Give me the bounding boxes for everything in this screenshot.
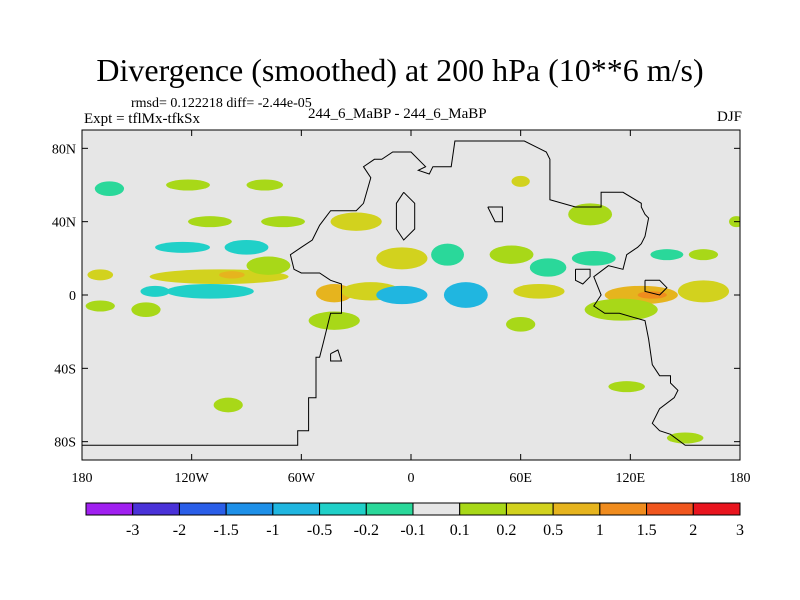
divergence-contour-2 (677, 280, 730, 303)
divergence-contour-12 (155, 241, 210, 253)
divergence-contour-33 (650, 249, 684, 261)
colorbar-label-1: -2 (173, 522, 186, 539)
colorbar-label-6: -0.1 (400, 522, 425, 539)
divergence-contour-31 (568, 203, 613, 226)
colorbar-label-5: -0.2 (354, 522, 379, 539)
divergence-contour-3 (584, 298, 658, 321)
divergence-contour-28 (513, 284, 565, 299)
y-tick-label-0: 80N (52, 142, 76, 157)
divergence-contour-10 (85, 300, 115, 312)
colorbar-swatch-11 (599, 502, 648, 516)
colorbar-swatch-4 (272, 502, 321, 516)
divergence-contour-27 (489, 245, 534, 264)
coastline-island-0 (395, 191, 416, 241)
colorbar-swatch-7 (412, 502, 461, 516)
colorbar-swatch-5 (319, 502, 367, 516)
divergence-contour-5 (219, 271, 245, 279)
coastline-island-2 (575, 268, 591, 285)
colorbar-label-13: 3 (736, 522, 744, 539)
colorbar-label-7: 0.1 (450, 522, 470, 539)
season-label: DJF (716, 109, 742, 125)
coastline-layer (82, 140, 740, 446)
x-tick-label-2: 60W (288, 471, 316, 486)
colorbar-swatch-2 (178, 502, 227, 516)
colorbar-label-11: 1.5 (637, 522, 657, 539)
coastline-main (82, 140, 740, 446)
divergence-contour-14 (188, 216, 232, 228)
divergence-contour-4 (149, 269, 289, 284)
divergence-contour-34 (688, 249, 719, 261)
divergence-contour-15 (261, 216, 305, 228)
colorbar-label-8: 0.2 (496, 522, 516, 539)
coastline-island-4 (644, 279, 668, 296)
divergence-contour-19 (246, 179, 284, 191)
colorbar-label-3: -1 (266, 522, 279, 539)
y-tick-label-3: 40S (54, 362, 76, 377)
divergence-contour-17 (94, 181, 125, 197)
divergence-contour-7 (246, 256, 291, 275)
divergence-contour-24 (376, 247, 428, 270)
x-tick-label-3: 0 (408, 471, 415, 486)
divergence-contour-37 (666, 432, 704, 444)
x-tick-label-4: 60E (509, 471, 532, 486)
divergence-contour-32 (511, 175, 530, 187)
x-tick-label-1: 120W (175, 471, 210, 486)
colorbar-label-12: 2 (689, 522, 697, 539)
y-tick-label-4: 80S (54, 436, 76, 451)
divergence-contour-25 (431, 243, 465, 266)
divergence-contour-38 (213, 397, 243, 413)
divergence-contour-26 (443, 282, 488, 308)
y-tick-label-2: 0 (69, 289, 76, 304)
x-tick-label-6: 180 (730, 471, 751, 486)
colorbar-swatch-13 (692, 502, 741, 516)
colorbar-swatch-0 (85, 502, 134, 516)
divergence-field-layer (85, 175, 740, 444)
divergence-contour-13 (224, 240, 269, 255)
divergence-contour-30 (571, 251, 616, 266)
colorbar-swatch-10 (552, 502, 601, 516)
coastline-island-1 (487, 206, 503, 223)
colorbar-swatch-9 (505, 502, 554, 516)
divergence-contour-16 (330, 212, 382, 231)
divergence-contour-1 (637, 291, 667, 299)
colorbar-label-2: -1.5 (213, 522, 238, 539)
y-tick-label-1: 40N (52, 216, 76, 231)
axes: 180 120W 60W 0 60E 120E 180 80N 40N 0 40S 80S (52, 130, 751, 486)
x-tick-label-0: 180 (72, 471, 93, 486)
colorbar-swatch-6 (365, 502, 414, 516)
colorbar-swatch-12 (646, 502, 694, 516)
colorbar-label-4: -0.5 (307, 522, 332, 539)
colorbar-swatch-1 (132, 502, 180, 516)
divergence-contour-18 (166, 179, 210, 191)
colorbar-label-0: -3 (126, 522, 139, 539)
divergence-contour-9 (87, 269, 114, 281)
experiment-label: Expt = tflMx-tfkSx (84, 111, 200, 127)
case-label: 244_6_MaBP - 244_6_MaBP (308, 106, 487, 122)
divergence-contour-21 (308, 311, 360, 330)
divergence-contour-29 (529, 258, 567, 277)
colorbar-swatch-3 (225, 502, 274, 516)
divergence-contour-35 (506, 317, 536, 332)
divergence-contour-23 (376, 285, 428, 305)
colorbar-swatch-8 (459, 502, 507, 516)
divergence-contour-8 (140, 285, 170, 297)
colorbar-label-10: 1 (596, 522, 604, 539)
x-tick-label-5: 120E (616, 471, 646, 486)
colorbar-label-9: 0.5 (543, 522, 563, 539)
divergence-contour-11 (131, 302, 161, 317)
rmsd-stats-label: rmsd= 0.122218 diff= -2.44e-05 (131, 96, 312, 111)
chart-title: Divergence (smoothed) at 200 hPa (10**6 … (96, 52, 704, 88)
divergence-contour-6 (166, 284, 254, 299)
colorbar: -3 -2 -1.5 -1 -0.5 -0.2 -0.1 0.1 0.2 0.5 1 1.5 2 3 (85, 502, 744, 539)
coastline-island-3 (330, 349, 343, 362)
divergence-contour-36 (608, 381, 645, 393)
